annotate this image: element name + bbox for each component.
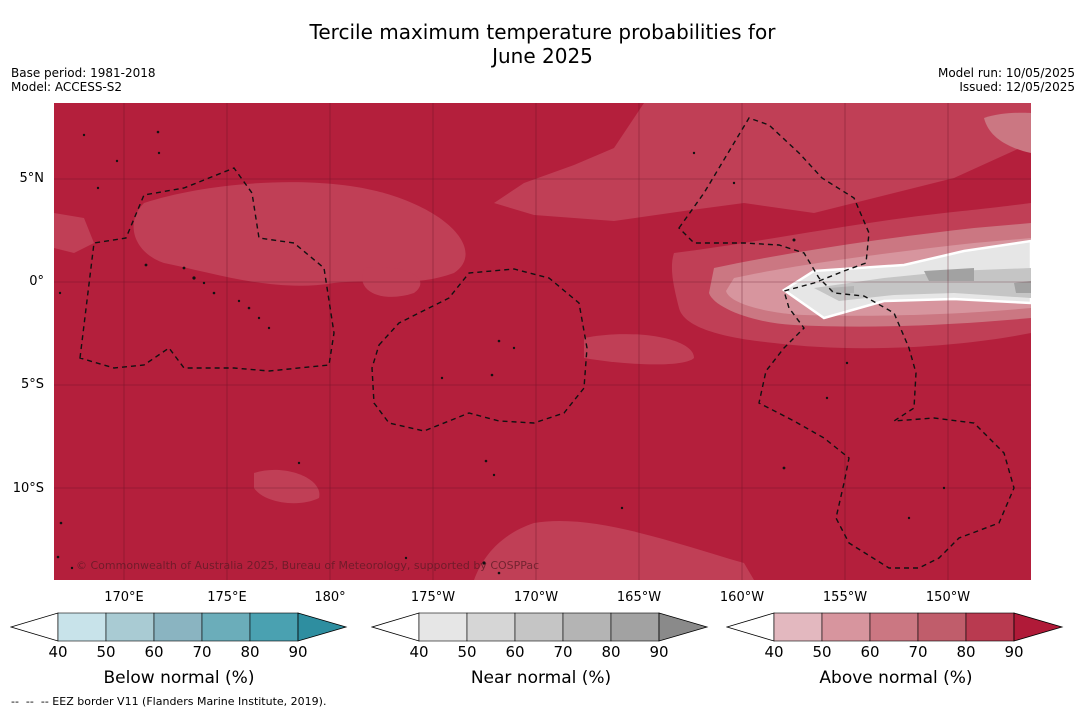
colorbar-segment [773, 612, 823, 642]
colorbar-segment [249, 612, 299, 642]
colorbar-tick-label: 90 [288, 643, 308, 661]
lon-label-170w: 170°W [513, 590, 559, 605]
colorbar-segment [965, 612, 1015, 642]
graticule [54, 103, 1031, 580]
colorbar-tick-label: 70 [553, 643, 573, 661]
lon-label-180: 180° [314, 590, 346, 605]
lon-label-170e: 170°E [104, 590, 144, 605]
lon-label-175w: 175°W [410, 590, 456, 605]
colorbar-segment [201, 612, 251, 642]
colorbar-below-normal [10, 612, 348, 642]
title-line-1: Tercile maximum temperature probabilitie… [309, 20, 776, 44]
colorbar-title-near: Near normal (%) [470, 668, 612, 688]
colorbar-tick-label: 60 [505, 643, 525, 661]
colorbar-tick-label: 70 [192, 643, 212, 661]
colorbar-segment [514, 612, 564, 642]
near-normal-area [781, 239, 1031, 320]
colorbar-segment [821, 612, 871, 642]
probability-map [54, 103, 1031, 580]
colorbar-tick-label: 80 [601, 643, 621, 661]
colorbar-tick-label: 70 [908, 643, 928, 661]
colorbar-segment [917, 612, 967, 642]
colorbar-tick-label: 40 [48, 643, 68, 661]
colorbar-segment [562, 612, 612, 642]
colorbar-title-above: Above normal (%) [819, 668, 973, 688]
chart-title: Tercile maximum temperature probabilitie… [0, 20, 1085, 68]
lon-label-175e: 175°E [207, 590, 247, 605]
footnote-eez: -- -- -- EEZ border V11 (Flanders Marine… [11, 695, 327, 708]
colorbar-under-arrow [371, 612, 420, 642]
colorbar-tick-label: 90 [1004, 643, 1024, 661]
meta-left: Base period: 1981-2018 Model: ACCESS-S2 [11, 66, 156, 94]
colorbar-tick-label: 80 [240, 643, 260, 661]
colorbar-segment [418, 612, 468, 642]
lon-label-160w: 160°W [719, 590, 765, 605]
lat-label-5s: 5°S [20, 377, 44, 392]
colorbar-tick-label: 40 [409, 643, 429, 661]
lon-label-150w: 150°W [925, 590, 971, 605]
colorbar-under-arrow [10, 612, 59, 642]
colorbar-above-normal [726, 612, 1064, 642]
meta-right: Model run: 10/05/2025 Issued: 12/05/2025 [938, 66, 1075, 94]
lon-label-155w: 155°W [822, 590, 868, 605]
lat-label-5n: 5°N [19, 171, 45, 186]
colorbar-segment [466, 612, 516, 642]
colorbar-title-below: Below normal (%) [103, 668, 255, 688]
copyright-text: © Commonwealth of Australia 2025, Bureau… [76, 559, 540, 572]
colorbar-segment [610, 612, 660, 642]
model-run-text: Model run: 10/05/2025 [937, 66, 1075, 80]
colorbar-over-arrow [1013, 612, 1064, 642]
colorbar-tick-label: 90 [649, 643, 669, 661]
colorbar-tick-label: 40 [764, 643, 784, 661]
lon-label-165w: 165°W [616, 590, 662, 605]
model-text: Model: ACCESS-S2 [11, 80, 123, 94]
issued-text: Issued: 12/05/2025 [959, 80, 1075, 94]
colorbar-over-arrow [297, 612, 348, 642]
eez-borders [79, 117, 1015, 569]
lat-label-0: 0° [29, 274, 44, 289]
colorbar-tick-label: 50 [96, 643, 116, 661]
base-period-text: Base period: 1981-2018 [11, 66, 156, 80]
colorbar-tick-label: 60 [860, 643, 880, 661]
colorbar-segment [869, 612, 919, 642]
lat-label-10s: 10°S [12, 481, 44, 496]
colorbar-tick-label: 80 [956, 643, 976, 661]
colorbar-segment [57, 612, 107, 642]
colorbar-near-normal [371, 612, 709, 642]
colorbar-tick-label: 50 [457, 643, 477, 661]
colorbar-under-arrow [726, 612, 775, 642]
islands [56, 130, 946, 575]
colorbar-tick-label: 60 [144, 643, 164, 661]
colorbar-over-arrow [658, 612, 709, 642]
colorbar-segment [153, 612, 203, 642]
colorbar-tick-label: 50 [812, 643, 832, 661]
colorbar-segment [105, 612, 155, 642]
title-line-2: June 2025 [492, 44, 593, 68]
